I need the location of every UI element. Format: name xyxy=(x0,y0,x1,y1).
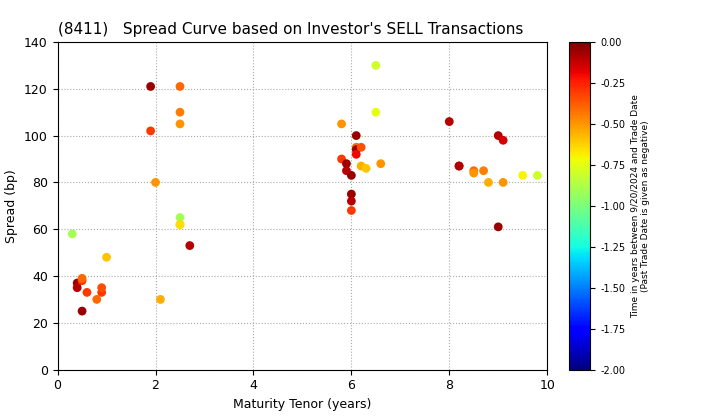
Point xyxy=(498,137,509,144)
Point xyxy=(454,163,465,169)
Point xyxy=(101,254,112,261)
Point xyxy=(174,221,186,228)
Point xyxy=(76,275,88,282)
Point xyxy=(356,144,367,151)
Point xyxy=(351,132,362,139)
Point xyxy=(341,160,352,167)
Y-axis label: Time in years between 9/20/2024 and Trade Date
(Past Trade Date is given as nega: Time in years between 9/20/2024 and Trad… xyxy=(631,94,650,318)
Point xyxy=(468,167,480,174)
Point xyxy=(174,109,186,116)
Point xyxy=(76,308,88,315)
Point xyxy=(91,296,102,303)
Point xyxy=(492,223,504,230)
Point xyxy=(96,284,107,291)
Point xyxy=(351,144,362,151)
Point xyxy=(370,62,382,69)
Point xyxy=(454,163,465,169)
Point xyxy=(174,83,186,90)
Point xyxy=(346,198,357,205)
Point xyxy=(155,296,166,303)
X-axis label: Maturity Tenor (years): Maturity Tenor (years) xyxy=(233,398,372,411)
Point xyxy=(336,156,347,163)
Point xyxy=(81,289,93,296)
Point xyxy=(336,121,347,127)
Point xyxy=(66,231,78,237)
Point xyxy=(346,207,357,214)
Point xyxy=(492,132,504,139)
Point xyxy=(341,167,352,174)
Point xyxy=(76,277,88,284)
Point xyxy=(174,214,186,221)
Point xyxy=(150,179,161,186)
Point xyxy=(174,121,186,127)
Point xyxy=(71,280,83,286)
Point xyxy=(145,128,156,134)
Text: (8411)   Spread Curve based on Investor's SELL Transactions: (8411) Spread Curve based on Investor's … xyxy=(58,22,523,37)
Point xyxy=(482,179,494,186)
Point xyxy=(478,167,490,174)
Point xyxy=(184,242,196,249)
Point xyxy=(96,289,107,296)
Point xyxy=(71,284,83,291)
Point xyxy=(356,163,367,169)
Point xyxy=(517,172,528,179)
Point xyxy=(346,191,357,197)
Y-axis label: Spread (bp): Spread (bp) xyxy=(6,169,19,243)
Point xyxy=(498,179,509,186)
Point xyxy=(360,165,372,172)
Point xyxy=(351,146,362,153)
Point xyxy=(145,83,156,90)
Point xyxy=(370,109,382,116)
Point xyxy=(531,172,543,179)
Point xyxy=(351,151,362,158)
Point xyxy=(444,118,455,125)
Point xyxy=(468,170,480,176)
Point xyxy=(375,160,387,167)
Point xyxy=(174,221,186,228)
Point xyxy=(346,172,357,179)
